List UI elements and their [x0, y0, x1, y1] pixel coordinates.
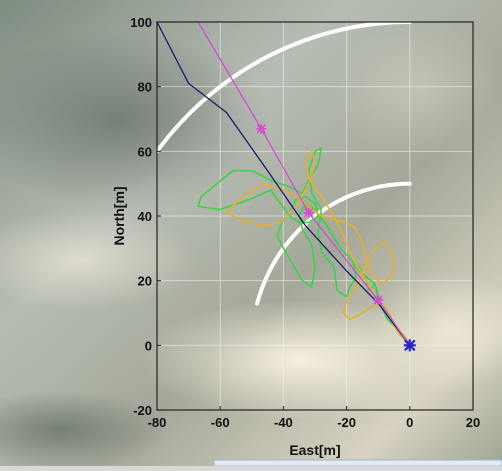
series-marker — [256, 123, 267, 134]
y-tick-label: 100 — [130, 15, 152, 30]
dialog-strip — [213, 459, 502, 467]
series-line — [225, 150, 411, 343]
x-axis-label: East[m] — [289, 442, 340, 458]
range-arc — [157, 22, 412, 155]
series-marker — [373, 295, 384, 306]
y-tick-labels: -20 0 20 40 60 80 100 — [130, 15, 161, 418]
series-layer — [157, 22, 416, 352]
y-axis-label: North[m] — [111, 186, 127, 245]
series-line — [157, 22, 411, 346]
y-tick-label: 80 — [138, 80, 152, 95]
range-arc — [255, 181, 412, 306]
x-tick-label: -80 — [148, 415, 167, 430]
y-tick-label: 0 — [145, 338, 152, 353]
origin-marker — [403, 339, 416, 352]
x-tick-label: 20 — [466, 415, 480, 430]
series-line — [197, 147, 408, 343]
series-marker — [303, 207, 314, 218]
x-tick-label: -40 — [274, 415, 293, 430]
x-tick-label: 0 — [406, 415, 413, 430]
x-tick-labels: -80 -60 -40 -20 0 20 — [148, 406, 480, 430]
x-tick-label: -20 — [337, 415, 356, 430]
y-tick-label: -20 — [133, 403, 152, 418]
y-tick-label: 40 — [138, 209, 152, 224]
x-tick-label: -60 — [211, 415, 230, 430]
y-tick-label: 60 — [138, 144, 152, 159]
range-arcs — [157, 22, 412, 306]
y-tick-label: 20 — [138, 274, 152, 289]
